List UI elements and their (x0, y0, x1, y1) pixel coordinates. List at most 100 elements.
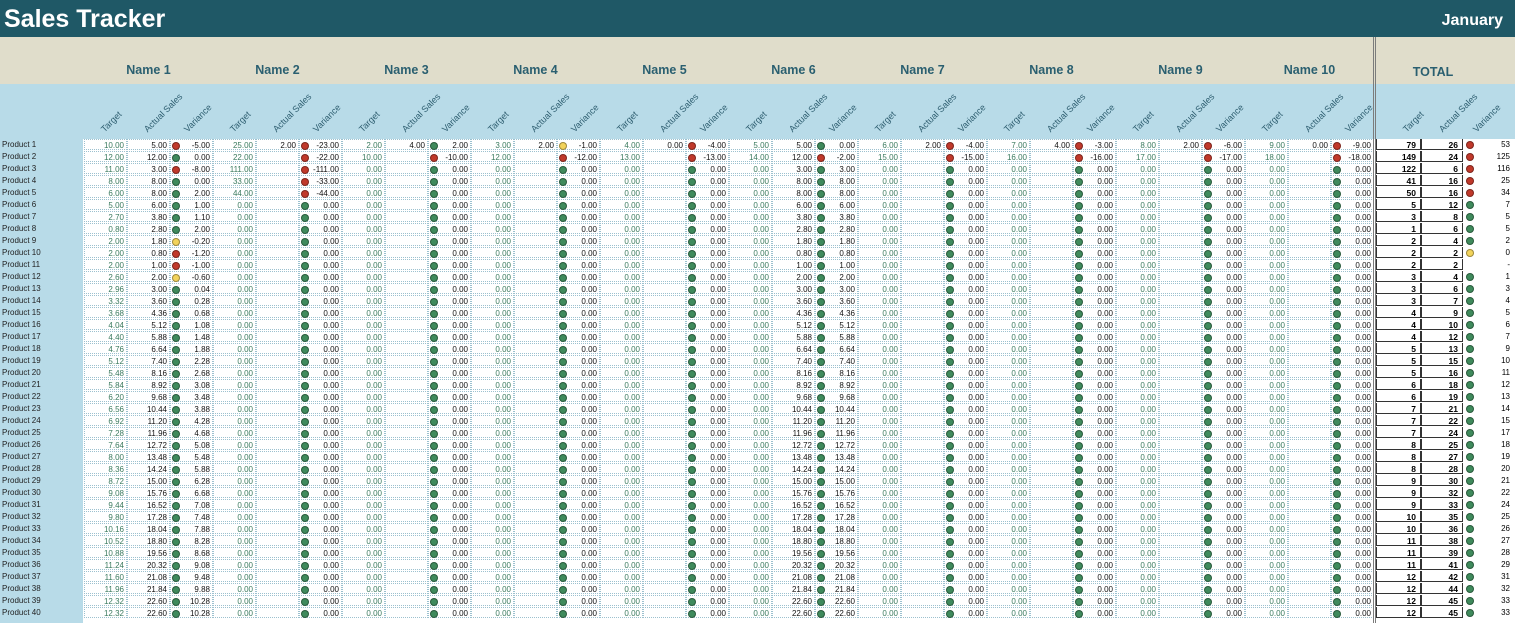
target-cell[interactable]: 0.00 (987, 463, 1030, 474)
actual-sales-cell[interactable] (514, 295, 557, 306)
target-cell[interactable]: 0.00 (342, 187, 385, 198)
target-cell[interactable]: 0.00 (471, 583, 514, 594)
variance-cell[interactable]: 0.00 (944, 547, 987, 558)
variance-cell[interactable]: 0.00 (557, 535, 600, 546)
actual-sales-cell[interactable]: 22.60 (772, 607, 815, 618)
actual-sales-cell[interactable]: 22.60 (772, 595, 815, 606)
target-cell[interactable]: 0.00 (342, 607, 385, 618)
target-cell[interactable]: 0.00 (1116, 475, 1159, 486)
total-variance-cell[interactable]: 15 (1463, 415, 1512, 426)
target-cell[interactable]: 0.00 (471, 559, 514, 570)
variance-cell[interactable]: 0.00 (1202, 379, 1245, 390)
actual-sales-cell[interactable] (901, 415, 944, 426)
variance-cell[interactable]: 0.00 (1331, 487, 1374, 498)
total-actual-cell[interactable]: 42 (1421, 571, 1463, 582)
actual-sales-cell[interactable]: 21.84 (127, 583, 170, 594)
target-cell[interactable]: 0.00 (1245, 415, 1288, 426)
variance-cell[interactable]: 0.00 (557, 427, 600, 438)
actual-sales-cell[interactable] (1288, 331, 1331, 342)
target-cell[interactable]: 0.00 (729, 391, 772, 402)
target-cell[interactable]: 0.00 (471, 571, 514, 582)
target-cell[interactable]: 0.00 (987, 211, 1030, 222)
variance-cell[interactable]: 0.00 (557, 523, 600, 534)
variance-cell[interactable]: 0.00 (1202, 211, 1245, 222)
target-cell[interactable]: 0.00 (213, 427, 256, 438)
target-cell[interactable]: 0.00 (1245, 355, 1288, 366)
total-target-cell[interactable]: 5 (1376, 343, 1421, 354)
actual-sales-cell[interactable] (1030, 379, 1073, 390)
actual-sales-cell[interactable] (385, 463, 428, 474)
actual-sales-cell[interactable] (514, 319, 557, 330)
actual-sales-cell[interactable] (1159, 547, 1202, 558)
target-cell[interactable]: 0.00 (1116, 427, 1159, 438)
actual-sales-cell[interactable] (1288, 319, 1331, 330)
variance-cell[interactable]: 0.00 (299, 247, 342, 258)
actual-sales-cell[interactable] (1030, 511, 1073, 522)
variance-cell[interactable]: 0.00 (299, 523, 342, 534)
target-cell[interactable]: 9.80 (84, 511, 127, 522)
target-cell[interactable]: 0.00 (1116, 343, 1159, 354)
actual-sales-cell[interactable]: 2.00 (772, 271, 815, 282)
actual-sales-cell[interactable]: 17.28 (127, 511, 170, 522)
target-cell[interactable]: 0.00 (342, 487, 385, 498)
actual-sales-cell[interactable] (1030, 355, 1073, 366)
target-cell[interactable]: 5.00 (84, 199, 127, 210)
target-cell[interactable]: 0.00 (729, 547, 772, 558)
actual-sales-cell[interactable] (643, 535, 686, 546)
total-target-cell[interactable]: 6 (1376, 379, 1421, 390)
actual-sales-cell[interactable] (514, 475, 557, 486)
target-cell[interactable]: 0.00 (1116, 247, 1159, 258)
actual-sales-cell[interactable] (1159, 463, 1202, 474)
target-cell[interactable]: 0.00 (729, 295, 772, 306)
actual-sales-cell[interactable] (643, 523, 686, 534)
actual-sales-cell[interactable] (256, 211, 299, 222)
actual-sales-cell[interactable]: 3.80 (127, 211, 170, 222)
actual-sales-cell[interactable] (256, 547, 299, 558)
variance-cell[interactable]: 0.00 (944, 391, 987, 402)
actual-sales-cell[interactable]: 12.72 (127, 439, 170, 450)
target-cell[interactable]: 0.00 (471, 223, 514, 234)
target-cell[interactable]: 0.00 (1116, 211, 1159, 222)
target-cell[interactable]: 6.00 (858, 139, 901, 150)
variance-cell[interactable]: 13.48 (815, 451, 858, 462)
target-cell[interactable]: 0.00 (858, 523, 901, 534)
variance-cell[interactable]: 0.00 (1331, 559, 1374, 570)
actual-sales-cell[interactable] (1288, 559, 1331, 570)
target-cell[interactable]: 0.00 (342, 271, 385, 282)
variance-cell[interactable]: 16.52 (815, 499, 858, 510)
total-variance-cell[interactable]: 28 (1463, 547, 1512, 558)
actual-sales-cell[interactable] (385, 523, 428, 534)
actual-sales-cell[interactable] (514, 271, 557, 282)
total-target-cell[interactable]: 5 (1376, 367, 1421, 378)
actual-sales-cell[interactable] (643, 499, 686, 510)
variance-cell[interactable]: 17.28 (815, 511, 858, 522)
variance-cell[interactable]: 0.00 (1202, 223, 1245, 234)
actual-sales-cell[interactable]: 10.44 (127, 403, 170, 414)
target-cell[interactable]: 0.00 (600, 307, 643, 318)
target-cell[interactable]: 0.00 (1116, 163, 1159, 174)
total-target-cell[interactable]: 5 (1376, 199, 1421, 210)
target-cell[interactable]: 0.00 (858, 415, 901, 426)
total-target-cell[interactable]: 7 (1376, 415, 1421, 426)
actual-sales-cell[interactable] (643, 259, 686, 270)
actual-sales-cell[interactable] (385, 223, 428, 234)
variance-cell[interactable]: 0.00 (686, 319, 729, 330)
actual-sales-cell[interactable] (1159, 487, 1202, 498)
variance-cell[interactable]: 0.00 (1202, 439, 1245, 450)
variance-cell[interactable]: 0.00 (1331, 439, 1374, 450)
actual-sales-cell[interactable] (1159, 607, 1202, 618)
variance-cell[interactable]: 0.00 (1331, 511, 1374, 522)
actual-sales-cell[interactable] (514, 307, 557, 318)
target-cell[interactable]: 0.00 (729, 343, 772, 354)
actual-sales-cell[interactable] (1288, 463, 1331, 474)
actual-sales-cell[interactable] (514, 211, 557, 222)
actual-sales-cell[interactable] (1159, 451, 1202, 462)
total-variance-cell[interactable]: 25 (1463, 175, 1512, 186)
actual-sales-cell[interactable] (1159, 343, 1202, 354)
actual-sales-cell[interactable] (643, 403, 686, 414)
variance-cell[interactable]: 11.20 (815, 415, 858, 426)
target-cell[interactable]: 0.00 (471, 607, 514, 618)
actual-sales-cell[interactable] (514, 523, 557, 534)
variance-cell[interactable]: 0.00 (686, 175, 729, 186)
target-cell[interactable]: 0.00 (858, 235, 901, 246)
